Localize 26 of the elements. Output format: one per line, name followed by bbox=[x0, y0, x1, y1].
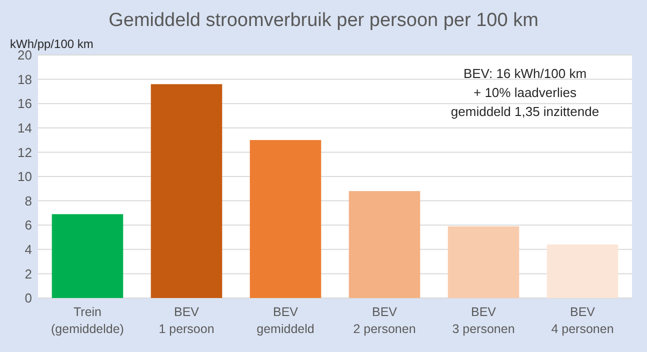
chart-title: Gemiddeld stroomverbruik per persoon per 100 km bbox=[108, 10, 538, 31]
y-tick-label: 8 bbox=[24, 193, 32, 208]
y-tick-label: 2 bbox=[24, 266, 32, 282]
x-tick-label: BEV 4 personen bbox=[551, 305, 614, 336]
x-tick-label: BEV 2 personen bbox=[353, 305, 416, 336]
bar bbox=[250, 140, 322, 298]
y-tick-label: 18 bbox=[18, 72, 32, 87]
bar bbox=[348, 191, 420, 298]
y-tick-label: 14 bbox=[18, 120, 32, 136]
bar bbox=[52, 214, 124, 298]
bar bbox=[448, 226, 520, 298]
y-tick-label: 4 bbox=[24, 242, 32, 257]
bar bbox=[546, 244, 618, 298]
y-tick-label: 6 bbox=[24, 218, 32, 233]
y-tick-label: 10 bbox=[18, 169, 32, 184]
annotation: + 10% laadverlies bbox=[474, 85, 577, 100]
x-tick-label: BEV 3 personen bbox=[452, 305, 515, 336]
y-tick-label: 0 bbox=[24, 290, 32, 306]
annotation: gemiddeld 1,35 inzittende bbox=[450, 104, 600, 119]
y-tick-label: 12 bbox=[18, 144, 32, 160]
annotation: BEV: 16 kWh/100 km bbox=[463, 66, 587, 81]
x-tick-label: Trein (gemiddelde) bbox=[51, 305, 124, 336]
x-tick-label: BEV gemiddeld bbox=[256, 305, 314, 336]
bar bbox=[150, 84, 222, 298]
x-tick-label: BEV 1 persoon bbox=[158, 305, 214, 336]
y-tick-label: 16 bbox=[18, 96, 32, 112]
